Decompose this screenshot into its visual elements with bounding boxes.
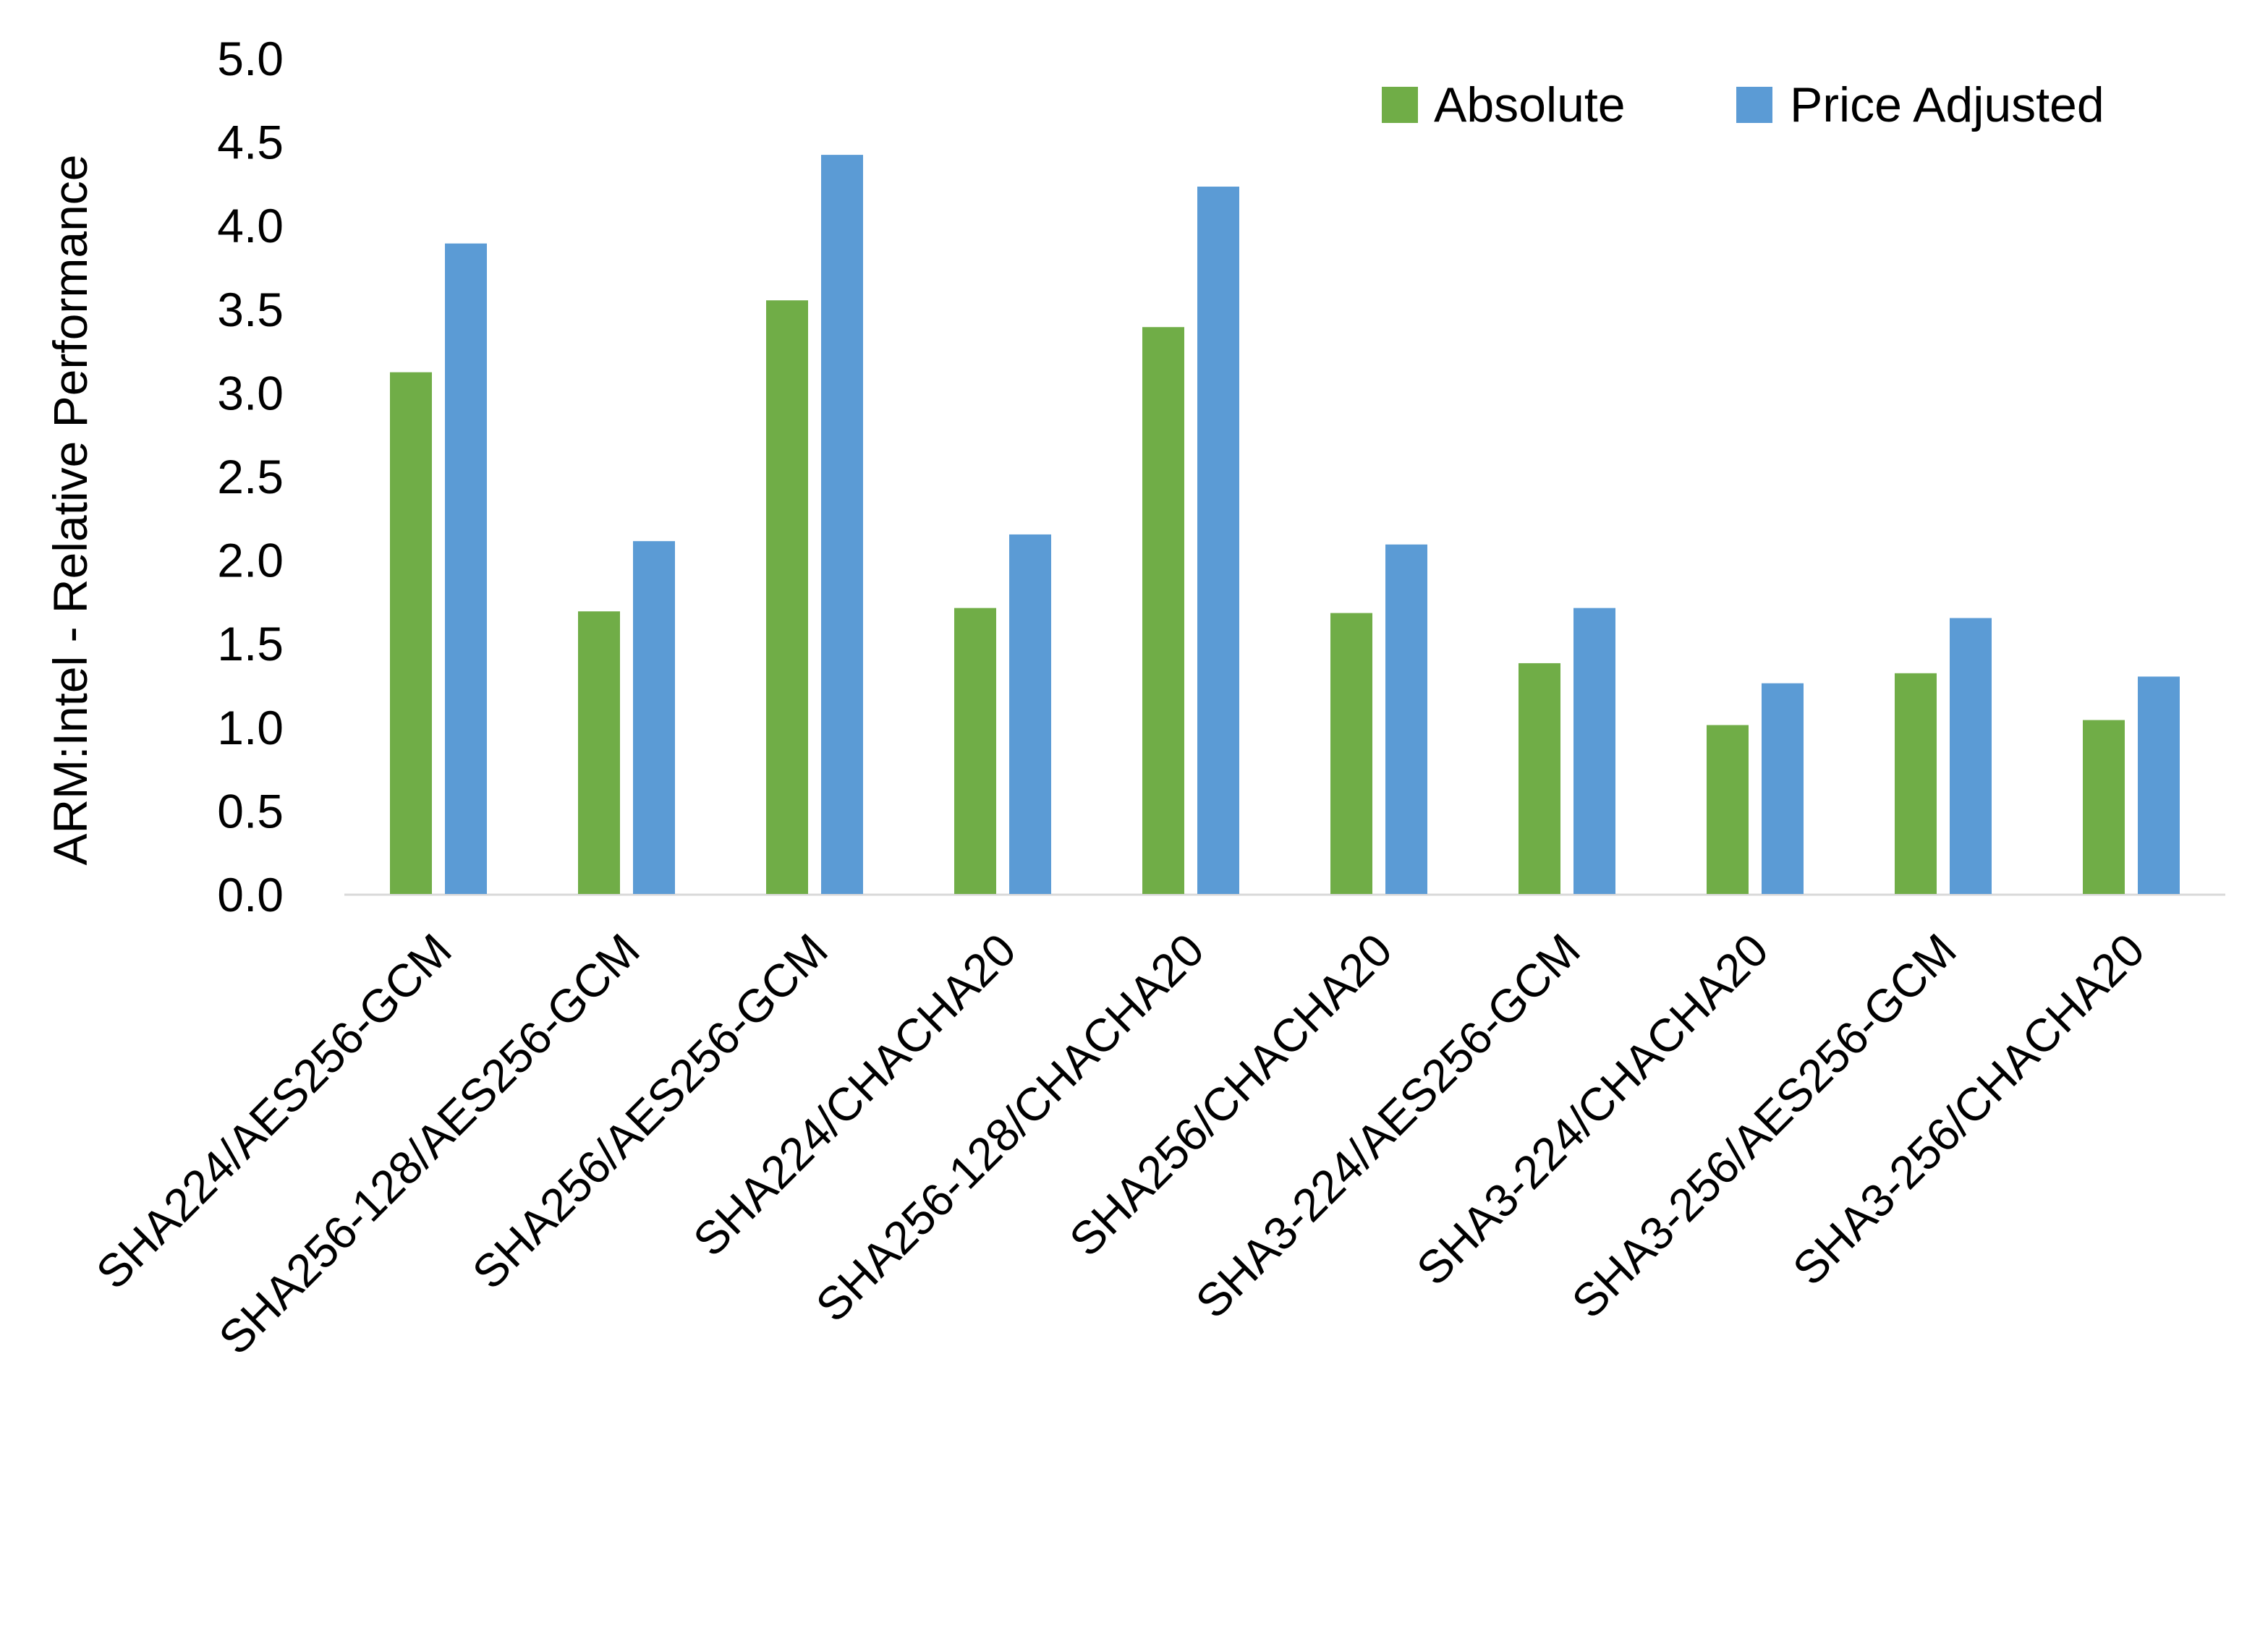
bar-absolute xyxy=(1707,725,1749,894)
y-axis-label: ARM:Intel - Relative Performance xyxy=(43,154,97,865)
x-tick-label: SHA3-256/CHACHA20 xyxy=(1783,924,2154,1295)
bar-price-adjusted xyxy=(1197,187,1239,894)
bar-price-adjusted xyxy=(1762,683,1804,894)
legend-label-absolute: Absolute xyxy=(1434,77,1626,132)
bar-price-adjusted xyxy=(1950,618,1992,894)
bar-absolute xyxy=(1330,613,1372,894)
x-tick-label: SHA3-224/CHACHA20 xyxy=(1406,924,1778,1295)
y-tick-label: 5.0 xyxy=(217,32,284,85)
y-tick-label: 4.5 xyxy=(217,116,284,169)
y-tick-label: 0.5 xyxy=(217,784,284,838)
bar-absolute xyxy=(954,608,996,894)
bar-price-adjusted xyxy=(1573,608,1615,894)
legend: Absolute Price Adjusted xyxy=(1382,77,2105,132)
y-tick-label: 4.0 xyxy=(217,199,284,252)
x-tick-label: SHA256/AES256-GCM xyxy=(462,924,838,1299)
y-tick-label: 0.0 xyxy=(217,868,284,921)
x-tick-label: SHA256/CHACHA20 xyxy=(1059,924,1401,1266)
bar-absolute xyxy=(1895,673,1937,894)
y-tick-label: 1.0 xyxy=(217,701,284,754)
bar-absolute xyxy=(1142,327,1184,894)
y-axis-ticks: 0.0 0.5 1.0 1.5 2.0 2.5 3.0 3.5 4.0 4.5 5.0 xyxy=(217,32,284,921)
y-tick-label: 3.0 xyxy=(217,366,284,419)
x-tick-label: SHA224/CHACHA20 xyxy=(683,924,1025,1266)
bars xyxy=(390,155,2180,895)
bar-absolute xyxy=(1519,663,1560,894)
legend-swatch-absolute xyxy=(1382,87,1418,123)
bar-price-adjusted xyxy=(445,243,487,895)
bar-price-adjusted xyxy=(1385,544,1427,894)
bar-price-adjusted xyxy=(2138,676,2180,894)
y-tick-label: 2.5 xyxy=(217,450,284,503)
x-tick-label: SHA256-128/CHACHA20 xyxy=(806,924,1214,1332)
bar-absolute xyxy=(2083,720,2125,894)
y-tick-label: 1.5 xyxy=(217,617,284,670)
y-tick-label: 2.0 xyxy=(217,534,284,587)
bar-price-adjusted xyxy=(633,541,675,894)
x-tick-label: SHA3-256/AES256-GCM xyxy=(1562,924,1966,1328)
y-tick-label: 3.5 xyxy=(217,283,284,336)
bar-absolute xyxy=(578,611,620,894)
bar-price-adjusted xyxy=(1009,534,1051,894)
bar-price-adjusted xyxy=(821,155,863,894)
x-tick-label: SHA224/AES256-GCM xyxy=(86,924,462,1299)
bar-absolute xyxy=(766,300,808,894)
legend-label-price-adjusted: Price Adjusted xyxy=(1790,77,2105,132)
x-tick-label: SHA3-224/AES256-GCM xyxy=(1186,924,1590,1328)
bar-absolute xyxy=(390,372,432,894)
legend-swatch-price-adjusted xyxy=(1736,87,1772,123)
x-axis-labels: SHA224/AES256-GCMSHA256-128/AES256-GCMSH… xyxy=(86,924,2154,1364)
